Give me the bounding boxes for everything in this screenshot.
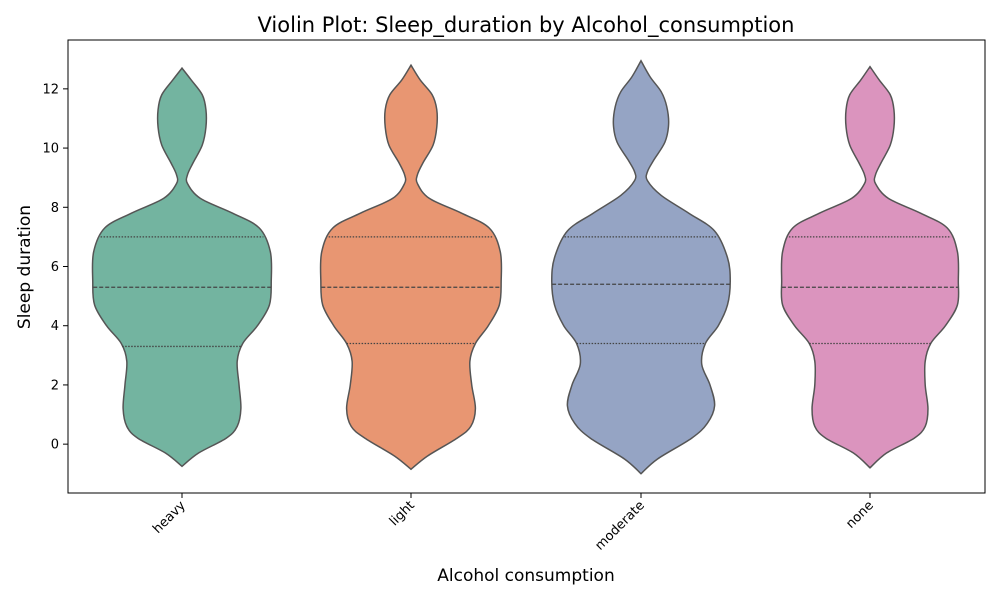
y-tick-label: 10 — [42, 142, 59, 157]
y-axis: 0 2 4 6 8 10 12 — [42, 82, 68, 453]
chart-title: Violin Plot: Sleep_duration by Alcohol_c… — [258, 13, 795, 38]
x-tick-label: light — [387, 498, 418, 529]
y-tick-label: 6 — [51, 260, 59, 275]
y-tick-label: 2 — [51, 378, 59, 393]
y-tick-label: 12 — [42, 82, 59, 97]
x-tick-label: heavy — [150, 498, 189, 537]
violin-body-moderate — [551, 59, 731, 475]
y-tick-label: 4 — [51, 319, 59, 334]
x-tick-label: none — [843, 498, 877, 532]
violin-body-light — [319, 63, 503, 471]
x-axis: heavy light moderate none — [150, 493, 877, 554]
x-tick-label: moderate — [592, 498, 647, 553]
violin-body-heavy — [91, 66, 273, 468]
violin-body-none — [780, 65, 960, 469]
y-axis-label: Sleep duration — [15, 205, 35, 329]
x-axis-label: Alcohol consumption — [437, 566, 614, 586]
y-tick-label: 8 — [51, 201, 59, 216]
violins-layer — [91, 59, 960, 475]
y-tick-label: 0 — [51, 438, 59, 453]
